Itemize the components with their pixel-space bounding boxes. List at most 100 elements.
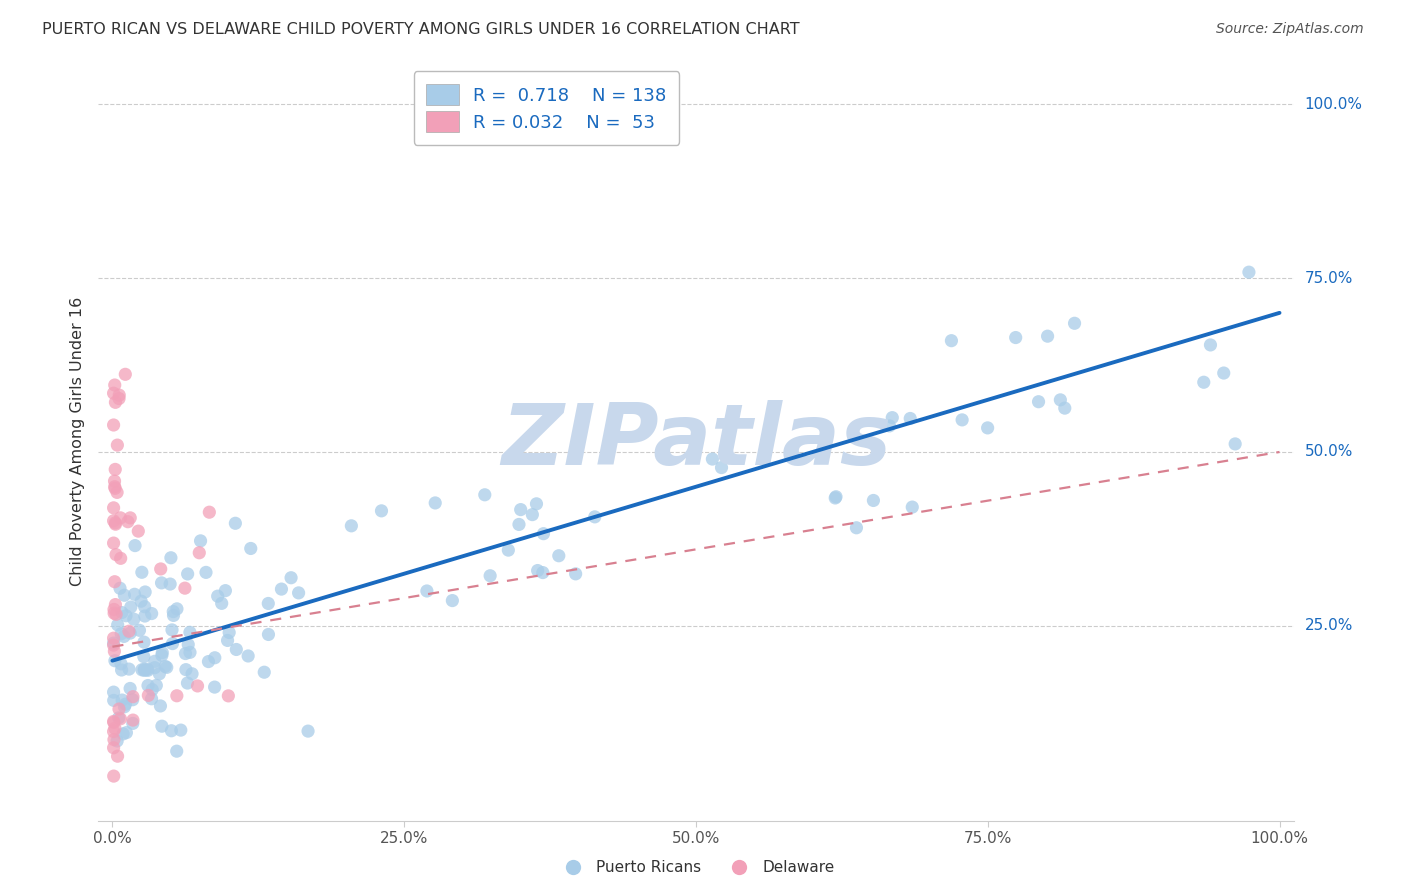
Point [197,655,219,669]
Point [1049,392,1071,407]
Point [879,418,901,433]
Point [1225,437,1247,451]
Point [474,488,496,502]
Point [211,596,233,610]
Point [824,491,846,505]
Point [103,714,125,729]
Point [150,648,173,663]
Point [186,679,208,693]
Text: Source: ZipAtlas.com: Source: ZipAtlas.com [1216,22,1364,37]
Point [166,602,188,616]
Point [115,608,138,623]
Y-axis label: Child Poverty Among Girls Under 16: Child Poverty Among Girls Under 16 [70,297,86,586]
Point [162,637,184,651]
Point [107,618,129,632]
Point [509,502,531,516]
Point [145,678,167,692]
Point [103,724,125,739]
Point [141,682,163,697]
Point [174,663,197,677]
Point [179,645,201,659]
Point [110,657,132,671]
Point [214,583,236,598]
Point [170,723,193,738]
Point [108,388,131,402]
Point [425,496,447,510]
Point [150,719,173,733]
Point [531,566,554,580]
Point [134,662,156,676]
Point [103,636,125,650]
Point [195,566,218,580]
Point [825,490,848,504]
Point [108,702,131,716]
Point [160,550,183,565]
Point [547,549,569,563]
Point [134,585,156,599]
Point [120,511,142,525]
Point [131,663,153,677]
Point [159,577,181,591]
Point [136,679,159,693]
Point [104,517,127,532]
Point [218,625,240,640]
Point [104,462,127,476]
Point [122,690,145,704]
Point [103,769,125,783]
Point [111,606,134,620]
Text: 100.0%: 100.0% [1305,96,1362,112]
Point [108,581,131,595]
Point [121,716,143,731]
Point [166,744,188,758]
Point [112,699,135,714]
Text: PUERTO RICAN VS DELAWARE CHILD POVERTY AMONG GIRLS UNDER 16 CORRELATION CHART: PUERTO RICAN VS DELAWARE CHILD POVERTY A… [42,22,800,37]
Point [105,607,128,622]
Point [136,662,159,676]
Point [143,661,166,675]
Point [533,526,555,541]
Point [1212,366,1234,380]
Point [297,724,319,739]
Text: 50.0%: 50.0% [1305,444,1353,459]
Point [280,571,302,585]
Legend: Puerto Ricans, Delaware: Puerto Ricans, Delaware [551,854,841,881]
Point [508,517,530,532]
Point [270,582,292,596]
Point [416,584,439,599]
Point [131,566,153,580]
Point [1063,316,1085,330]
Point [124,539,146,553]
Point [104,480,127,494]
Point [370,504,392,518]
Point [179,625,201,640]
Point [160,623,183,637]
Point [138,689,160,703]
Point [141,691,163,706]
Point [112,727,135,741]
Point [103,606,125,620]
Point [526,564,548,578]
Point [111,693,134,707]
Point [150,575,173,590]
Point [176,676,198,690]
Point [104,574,127,589]
Point [340,518,363,533]
Point [156,660,179,674]
Point [862,493,884,508]
Point [1192,376,1215,390]
Point [103,474,125,488]
Point [236,648,259,663]
Point [162,608,184,623]
Point [103,740,125,755]
Point [204,650,226,665]
Point [1036,329,1059,343]
Point [253,665,276,680]
Point [1237,265,1260,279]
Point [522,508,544,522]
Point [901,500,924,514]
Point [132,649,155,664]
Text: ZIPatlas: ZIPatlas [501,400,891,483]
Point [103,514,125,528]
Point [1199,338,1222,352]
Point [124,587,146,601]
